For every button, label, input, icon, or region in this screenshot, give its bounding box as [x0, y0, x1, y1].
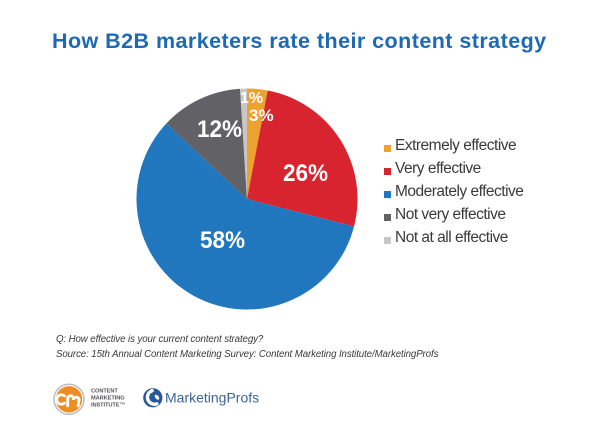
svg-text:INSTITUTE™: INSTITUTE™	[91, 403, 125, 409]
svg-text:MarketingProfs: MarketingProfs	[165, 390, 259, 406]
svg-text:CONTENT: CONTENT	[91, 389, 118, 395]
svg-text:MARKETING: MARKETING	[91, 396, 125, 402]
